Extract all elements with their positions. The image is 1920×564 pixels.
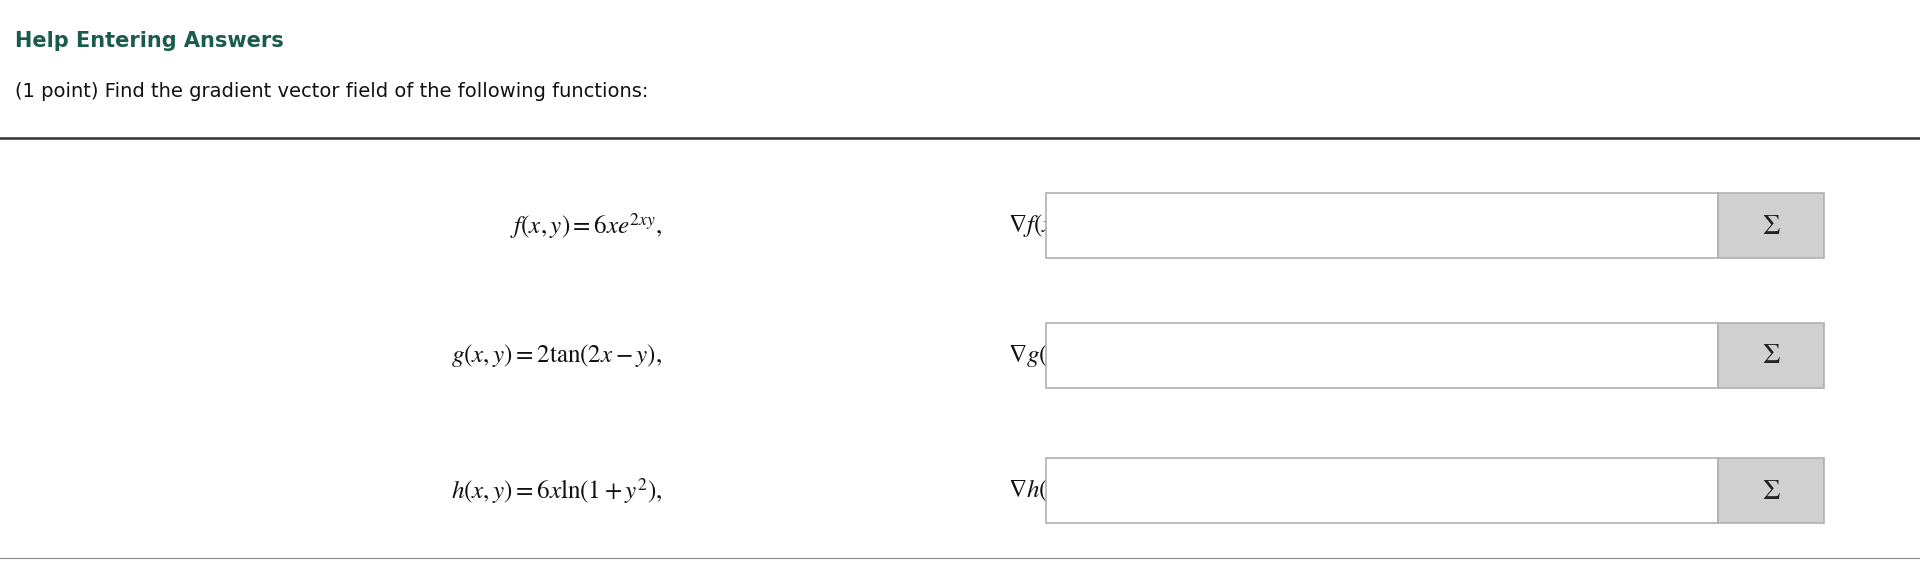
Text: Help Entering Answers: Help Entering Answers [15,31,284,51]
Text: $\nabla h(x, y) =$: $\nabla h(x, y) =$ [1008,477,1110,504]
Text: $\nabla f(x, y) =$: $\nabla f(x, y) =$ [1008,212,1104,239]
Text: $\Sigma$: $\Sigma$ [1763,477,1780,505]
Text: $\nabla g(x, y) =$: $\nabla g(x, y) =$ [1008,342,1110,369]
Text: $f(x, y) = 6xe^{2xy},$: $f(x, y) = 6xe^{2xy},$ [511,210,662,241]
FancyBboxPatch shape [1046,323,1718,388]
Text: (1 point) Find the gradient vector field of the following functions:: (1 point) Find the gradient vector field… [15,82,649,101]
Text: $\Sigma$: $\Sigma$ [1763,212,1780,240]
Text: $h(x, y) = 6x\ln(1 + y^2),$: $h(x, y) = 6x\ln(1 + y^2),$ [451,475,662,506]
FancyBboxPatch shape [1046,193,1718,258]
FancyBboxPatch shape [1046,458,1718,523]
FancyBboxPatch shape [1718,323,1824,388]
Text: $g(x, y) = 2\tan(2x - y),$: $g(x, y) = 2\tan(2x - y),$ [451,342,662,369]
FancyBboxPatch shape [1718,193,1824,258]
FancyBboxPatch shape [1718,458,1824,523]
Text: $\Sigma$: $\Sigma$ [1763,341,1780,369]
